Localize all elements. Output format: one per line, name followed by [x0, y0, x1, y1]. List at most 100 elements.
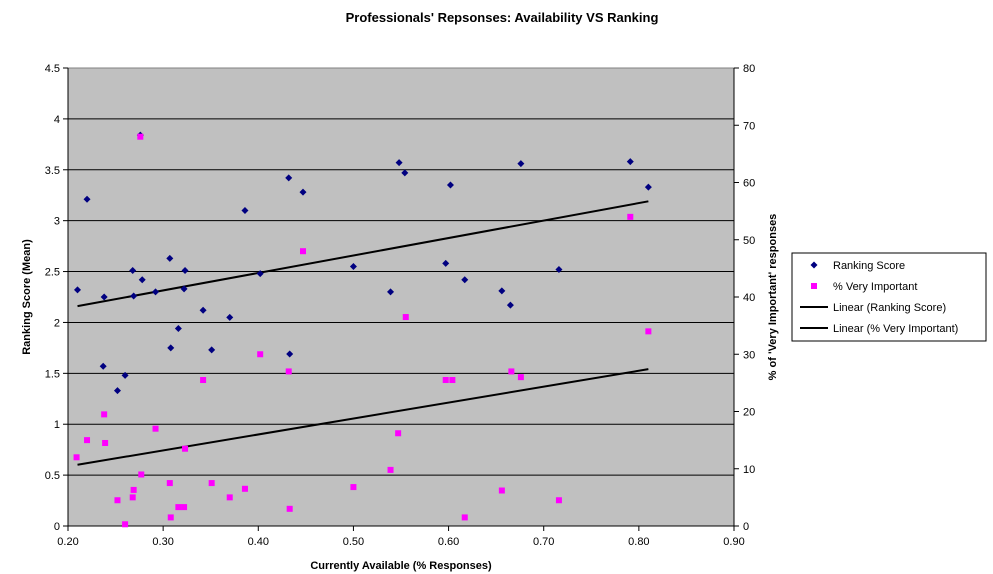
ranking-score-point	[138, 276, 146, 284]
ranking-score-point	[498, 287, 506, 295]
very-important-point	[200, 377, 207, 384]
ranking-score-point	[401, 169, 409, 177]
legend-entry-very-important: % Very Important	[833, 281, 917, 293]
ranking-score-point	[395, 159, 403, 167]
very-important-point	[402, 314, 409, 321]
ranking-score-point	[174, 325, 182, 333]
axes: 0 0.5 1 1.5 2 2.5 3 3.5 4 4.5 0 10 20 30 40 50 60 70 80 0.2…	[45, 63, 756, 548]
ranking-score-point	[626, 158, 634, 166]
very-important-point	[152, 425, 159, 432]
ranking-score-point	[256, 270, 264, 278]
ranking-score-point	[121, 371, 129, 379]
ranking-score-point	[199, 306, 207, 314]
very-important-point	[73, 454, 80, 461]
ranking-score-point	[208, 346, 216, 354]
very-important-point	[517, 374, 524, 381]
ranking-score-point	[152, 288, 160, 296]
very-important-point	[449, 377, 456, 384]
trendline-ranking-score	[77, 200, 649, 308]
x-tick-label: 0.90	[723, 536, 744, 548]
y2-tick-label: 10	[743, 464, 755, 476]
ranking-score-point	[461, 276, 469, 284]
y2-tick-label: 80	[743, 63, 755, 75]
ranking-score-point	[299, 188, 307, 196]
chart-title: Professionals' Repsonses: Availability V…	[346, 10, 659, 25]
x-tick-label: 0.50	[343, 536, 364, 548]
very-important-point	[101, 411, 108, 418]
ranking-score-point	[387, 288, 395, 296]
x-axis-title: Currently Available (% Responses)	[310, 560, 492, 572]
y-tick-label: 4	[54, 114, 60, 126]
ranking-score-point	[113, 387, 121, 395]
very-important-point	[130, 486, 137, 493]
plot-area	[67, 67, 735, 527]
very-important-point	[627, 213, 634, 220]
y2-tick-label: 70	[743, 120, 755, 132]
x-tick-label: 0.20	[57, 536, 78, 548]
y-tick-label: 4.5	[45, 63, 60, 75]
ranking-score-point	[129, 267, 137, 275]
very-important-point	[241, 485, 248, 492]
legend: Ranking Score % Very Important Linear (Ran…	[800, 260, 958, 335]
y2-tick-label: 60	[743, 178, 755, 190]
legend-box	[791, 252, 987, 342]
very-important-point	[286, 505, 293, 512]
ranking-score-point	[517, 160, 525, 168]
legend-marker-square	[811, 283, 817, 289]
very-important-point	[129, 494, 136, 501]
very-important-point	[137, 133, 144, 140]
ranking-score-point	[555, 266, 563, 274]
very-important-point	[114, 497, 121, 504]
y-tick-label: 2	[54, 317, 60, 329]
ranking-score-point	[100, 293, 108, 301]
ranking-score-point	[285, 174, 293, 182]
very-important-point	[350, 484, 357, 491]
y-tick-label: 3.5	[45, 165, 60, 177]
ranking-score-point	[349, 262, 357, 270]
very-important-point	[182, 445, 189, 452]
very-important-point	[442, 377, 449, 384]
very-important-point	[508, 368, 515, 375]
gridlines	[68, 118, 734, 476]
very-important-point	[84, 437, 91, 444]
very-important-point	[300, 248, 307, 255]
very-important-point	[208, 480, 215, 487]
ranking-score-point	[99, 362, 107, 370]
ranking-score-point	[286, 350, 294, 358]
y2-tick-label: 40	[743, 292, 755, 304]
y-tick-label: 1.5	[45, 368, 60, 380]
very-important-point	[167, 514, 174, 521]
very-important-point	[645, 328, 652, 335]
very-important-point	[498, 487, 505, 494]
very-important-point	[395, 430, 402, 437]
y2-tick-label: 0	[743, 521, 749, 533]
very-important-point	[555, 497, 562, 504]
legend-entry-linear-very-important: Linear (% Very Important)	[833, 323, 958, 335]
very-important-point	[181, 504, 188, 511]
ranking-score-point	[644, 183, 652, 191]
very-important-point	[387, 466, 394, 473]
x-tick-label: 0.40	[248, 536, 269, 548]
data-points	[73, 131, 652, 528]
x-tick-label: 0.30	[152, 536, 173, 548]
y-tick-label: 0	[54, 521, 60, 533]
trendlines	[77, 200, 649, 466]
y2-tick-label: 30	[743, 349, 755, 361]
very-important-point	[138, 471, 145, 478]
very-important-point	[257, 351, 264, 358]
ranking-score-point	[442, 259, 450, 267]
x-tick-label: 0.60	[438, 536, 459, 548]
ranking-score-point	[180, 285, 188, 293]
y-tick-label: 0.5	[45, 470, 60, 482]
ranking-score-point	[226, 313, 234, 321]
ranking-score-point	[83, 195, 91, 203]
legend-entry-ranking-score: Ranking Score	[833, 260, 905, 272]
very-important-point	[285, 368, 292, 375]
legend-entry-linear-ranking-score: Linear (Ranking Score)	[833, 302, 946, 314]
y-tick-label: 3	[54, 216, 60, 228]
very-important-point	[122, 521, 129, 528]
trendline-very-important	[77, 368, 649, 466]
x-tick-label: 0.70	[533, 536, 554, 548]
legend-marker-diamond	[810, 261, 818, 269]
